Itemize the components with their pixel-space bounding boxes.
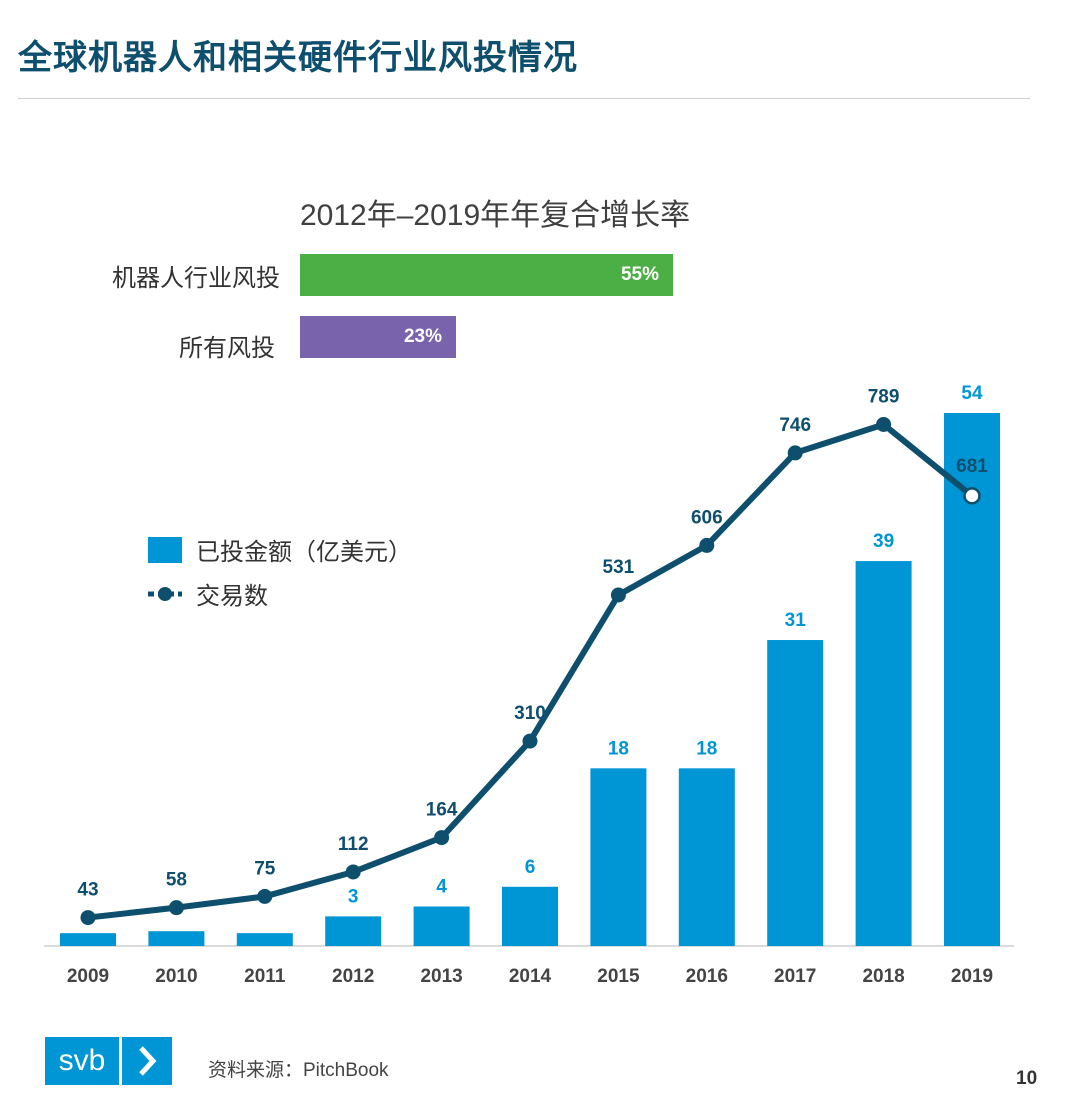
cagr-label-all: 所有风投 — [179, 335, 275, 362]
cagr-label-robotics: 机器人行业风投 — [112, 265, 280, 292]
bar-2016 — [678, 768, 735, 946]
line-point-2014 — [522, 733, 538, 749]
cagr-value-robotics: 55% — [620, 264, 659, 285]
x-tick-2016: 2016 — [686, 966, 728, 987]
svb-logo: svb — [45, 1037, 172, 1085]
line-label-2009: 43 — [77, 880, 98, 901]
legend-bar-swatch — [148, 536, 182, 563]
x-tick-2010: 2010 — [155, 966, 197, 987]
cagr-title: 2012年–2019年年复合增长率 — [300, 199, 691, 232]
x-tick-2018: 2018 — [862, 966, 904, 987]
legend-line-marker-icon — [148, 586, 182, 601]
line-point-2012 — [345, 864, 361, 880]
line-label-2011: 75 — [254, 858, 276, 879]
x-tick-2015: 2015 — [597, 966, 640, 987]
legend-bar-label: 已投金额（亿美元） — [196, 539, 412, 566]
bar-2017 — [767, 640, 824, 946]
bar-2011 — [236, 933, 293, 946]
bar-label-2014: 6 — [525, 857, 536, 878]
bar-label-2013: 4 — [436, 877, 447, 898]
x-tick-2011: 2011 — [244, 966, 286, 987]
legend-line-label: 交易数 — [196, 583, 268, 610]
bar-label-2012: 3 — [348, 886, 359, 907]
line-label-2015: 531 — [603, 557, 635, 578]
line-point-2011 — [257, 888, 273, 904]
title-divider — [18, 98, 1030, 99]
x-tick-2012: 2012 — [332, 966, 374, 987]
bar-label-2018: 39 — [873, 531, 894, 552]
bar-label-2019: 54 — [961, 383, 983, 404]
logo-text: svb — [45, 1037, 119, 1085]
legend-bar: 已投金额（亿美元） — [148, 532, 412, 567]
page-title: 全球机器人和相关硬件行业风投情况 — [18, 39, 578, 77]
chevron-right-icon — [122, 1037, 172, 1085]
x-tick-2017: 2017 — [774, 966, 816, 987]
bar-label-2017: 31 — [785, 610, 807, 631]
bar-2018 — [855, 561, 912, 946]
x-tick-2019: 2019 — [951, 966, 993, 987]
bar-2013 — [413, 906, 470, 946]
bar-2014 — [502, 886, 558, 946]
bar-2009 — [60, 933, 116, 946]
line-label-2013: 164 — [426, 800, 458, 821]
bar-label-2015: 18 — [608, 738, 629, 759]
line-label-2012: 112 — [338, 834, 369, 855]
page-number: 10 — [1016, 1068, 1038, 1089]
line-point-2018 — [876, 416, 892, 432]
line-series-deals — [87, 421, 974, 921]
x-tick-2009: 2009 — [67, 966, 109, 987]
cagr-bar-all: 23% — [300, 316, 456, 358]
line-label-2010: 58 — [166, 870, 187, 891]
line-point-2015 — [610, 587, 626, 603]
line-point-2010 — [168, 900, 184, 916]
line-label-2018: 789 — [868, 386, 900, 407]
line-point-2017 — [787, 445, 803, 461]
line-point-2016 — [699, 537, 715, 553]
line-label-2014: 310 — [514, 703, 546, 724]
cagr-bar-robotics: 55% — [300, 254, 673, 296]
bar-2015 — [590, 768, 647, 946]
line-point-2009 — [80, 910, 96, 926]
line-point-2013 — [434, 830, 450, 846]
legend-line: 交易数 — [148, 576, 268, 611]
line-label-2016: 606 — [691, 507, 723, 528]
line-label-2019: 681 — [956, 456, 988, 477]
cagr-value-all: 23% — [403, 326, 442, 347]
x-tick-2013: 2013 — [420, 966, 462, 987]
x-tick-2014: 2014 — [509, 966, 552, 987]
source-note: 资料来源：PitchBook — [208, 1060, 389, 1081]
bar-label-2016: 18 — [696, 738, 717, 759]
line-point-2019 — [963, 487, 981, 505]
line-label-2017: 746 — [779, 415, 811, 436]
bar-2010 — [148, 931, 205, 946]
combo-chart: 2009 2010 2011 3 2012 4 2013 6 2014 18 2015 18 2016 3… — [44, 383, 1014, 987]
bar-2012 — [325, 916, 382, 946]
